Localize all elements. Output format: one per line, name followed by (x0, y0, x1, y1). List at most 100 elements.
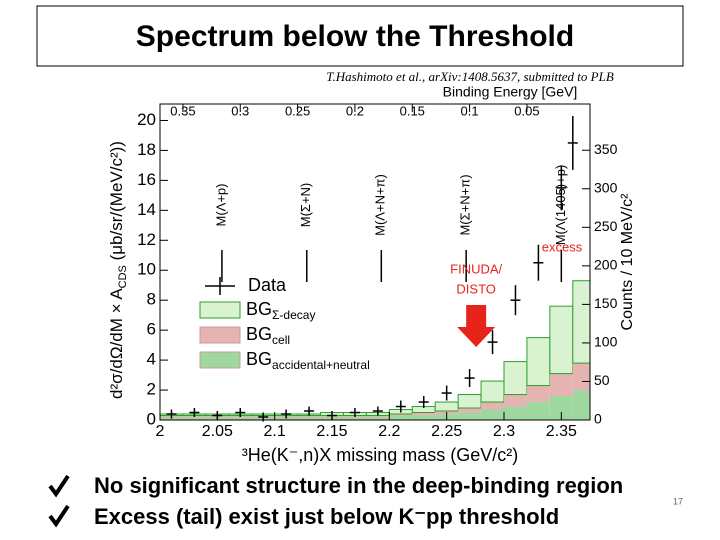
legend-subscript: cell (272, 333, 290, 347)
bullet: Excess (tail) exist just below K⁻pp thre… (94, 504, 559, 529)
legend-swatch (199, 351, 241, 369)
bg-bar (572, 390, 590, 420)
bg-bar (458, 408, 482, 413)
x2-tick-label: 0.1 (461, 103, 479, 118)
x2-tick-label: 0.15 (400, 103, 425, 118)
legend-name: BG (246, 324, 272, 344)
y2-tick-label: 300 (594, 179, 618, 195)
title-box (36, 5, 684, 67)
threshold-label: M(Λ(1405)+p) (553, 165, 568, 246)
bg-bar (366, 417, 390, 420)
bg-bar (572, 280, 591, 364)
bg-bar (297, 417, 321, 420)
y2-tick-label: 50 (594, 372, 610, 388)
x2-tick-label: 0.3 (231, 103, 249, 118)
bg-bar (297, 415, 321, 418)
legend-name: BG (246, 299, 272, 319)
x-tick-label: 2.35 (546, 423, 577, 440)
x2-axis-label: Binding Energy [GeV] (443, 84, 578, 100)
x-tick-label: 2.3 (493, 423, 515, 440)
x-tick-label: 2.15 (316, 423, 347, 440)
y2-tick-label: 200 (594, 257, 618, 273)
annotation: excess (542, 239, 583, 254)
bg-bar (343, 417, 367, 420)
x-tick-label: 2.1 (264, 423, 286, 440)
legend-subscript: accidental+neutral (272, 358, 370, 372)
y-tick-label: 14 (137, 200, 156, 219)
bg-bar (228, 417, 252, 420)
y-label-main: d²σ/dΩ/dM × A (107, 288, 126, 399)
bg-bar (504, 406, 527, 420)
threshold-label: M(Σ+N+π) (458, 174, 473, 235)
bg-bar (458, 412, 482, 420)
plot-frame (159, 103, 591, 421)
y-tick-label: 12 (137, 230, 156, 249)
y-tick-label: 20 (137, 110, 156, 129)
y2-tick-label: 0 (594, 411, 602, 427)
annotation: FINUDA/ (450, 261, 502, 276)
y-tick-label: 10 (137, 260, 156, 279)
y2-tick-label: 250 (594, 218, 618, 234)
check-icon (48, 504, 70, 528)
threshold-label: M(Λ+N+π) (373, 174, 388, 236)
check-icon (48, 474, 70, 498)
x2-tick-label: 0.25 (285, 103, 310, 118)
legend-label: BGcell (246, 324, 290, 347)
bg-bar (526, 385, 550, 403)
x-tick-label: 2 (156, 423, 165, 440)
legend-name: BG (246, 349, 272, 369)
bg-bar (526, 337, 551, 387)
bg-bar (389, 415, 413, 420)
y-tick-label: 0 (147, 409, 156, 428)
citation: T.Hashimoto et al., arXiv:1408.5637, sub… (326, 69, 614, 84)
x2-tick-label: 0.05 (514, 103, 539, 118)
y-tick-label: 18 (137, 140, 156, 159)
legend-swatch (199, 326, 241, 344)
x-tick-label: 2.2 (378, 423, 400, 440)
bg-bar (504, 394, 527, 407)
y2-axis-label: Counts / 10 MeV/c² (619, 193, 636, 331)
bg-bar (481, 402, 504, 410)
bg-bar (549, 396, 573, 420)
x2-tick-label: 0.2 (346, 103, 364, 118)
y-tick-label: 16 (137, 170, 156, 189)
bg-bar (434, 401, 459, 412)
legend-subscript: Σ-decay (272, 308, 315, 322)
threshold-label: M(Λ+p) (213, 184, 228, 227)
bg-bar (503, 361, 528, 396)
y-tick-label: 2 (147, 380, 156, 399)
y-tick-label: 6 (147, 320, 156, 339)
x-tick-label: 2.25 (431, 423, 462, 440)
x-tick-label: 2.05 (202, 423, 233, 440)
arrow (457, 305, 496, 347)
bg-bar (412, 415, 436, 420)
bg-bar (549, 305, 574, 375)
legend-label: BGaccidental+neutral (246, 349, 370, 372)
page-number: 17 (673, 496, 683, 506)
y2-tick-label: 150 (594, 295, 618, 311)
x-axis-label: ³He(K⁻,n)X missing mass (GeV/c²) (242, 445, 519, 465)
bg-bar (389, 414, 413, 416)
y-tick-label: 8 (147, 290, 156, 309)
slide-title: Spectrum below the Threshold (136, 20, 574, 53)
bg-bar (366, 415, 390, 418)
bg-bar (182, 417, 206, 420)
y-tick-label: 4 (147, 350, 156, 369)
bg-bar (572, 363, 590, 391)
bg-bar (526, 402, 550, 420)
annotation: DISTO (456, 281, 496, 296)
y-label-sub: CDS (117, 265, 129, 288)
legend-swatch (199, 301, 241, 319)
threshold-label: M(Σ+N) (298, 183, 313, 228)
bg-bar (457, 394, 482, 409)
bg-bar (480, 380, 505, 403)
bg-bar (481, 409, 504, 420)
bg-bar (549, 373, 573, 397)
y2-tick-label: 100 (594, 334, 618, 350)
y-label-unit: (μb/sr/(MeV/c²)) (107, 141, 126, 265)
x2-tick-label: 0.35 (170, 103, 195, 118)
legend-label: Data (248, 275, 287, 295)
bg-bar (412, 412, 436, 416)
y-axis-label: d²σ/dΩ/dM × ACDS (μb/sr/(MeV/c²)) (107, 141, 128, 399)
